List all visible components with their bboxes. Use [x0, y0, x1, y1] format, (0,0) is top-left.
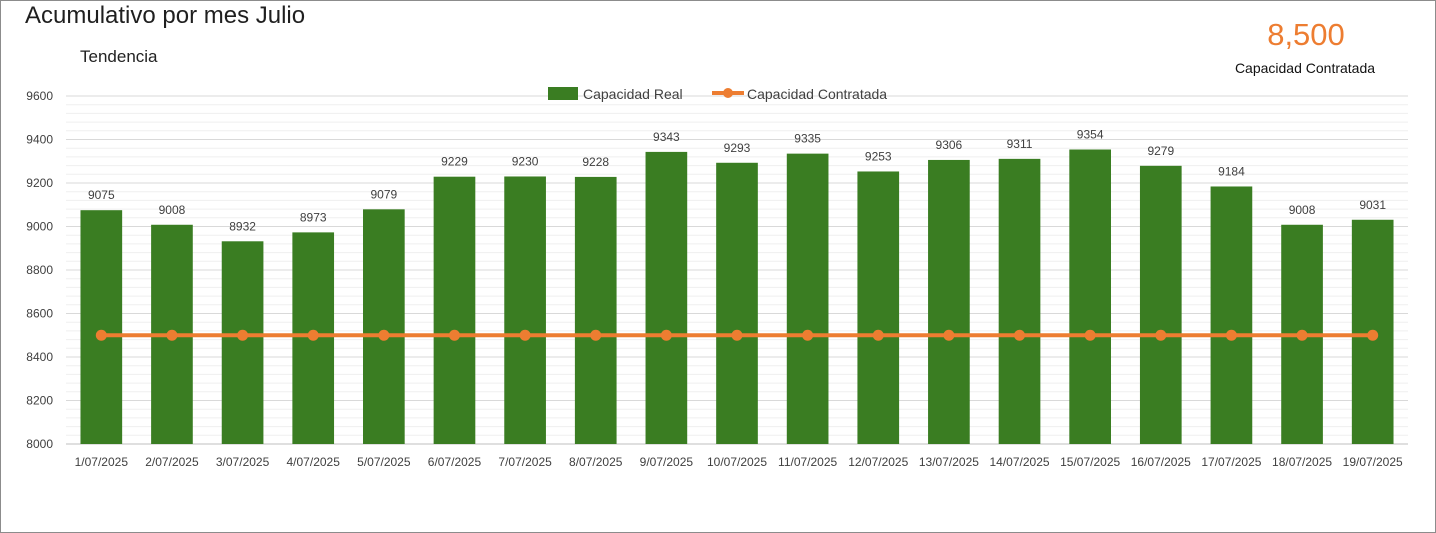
x-tick-label: 11/07/2025: [778, 455, 837, 469]
bar-data-label: 9306: [936, 138, 963, 152]
x-tick-label: 8/07/2025: [569, 455, 623, 469]
x-tick-label: 5/07/2025: [357, 455, 411, 469]
line-marker: [237, 329, 249, 341]
bar-capacidad-real: [363, 209, 405, 444]
bar-capacidad-real: [433, 176, 476, 444]
bar-data-label: 9008: [159, 203, 186, 217]
y-tick-label: 9400: [26, 133, 53, 147]
bar-data-label: 9230: [512, 154, 539, 168]
bar-capacidad-real: [80, 210, 123, 444]
bar-capacidad-real: [574, 176, 617, 444]
x-tick-label: 17/07/2025: [1201, 455, 1261, 469]
x-tick-label: 13/07/2025: [919, 455, 979, 469]
bar-capacidad-real: [645, 151, 688, 444]
line-marker: [1225, 329, 1237, 341]
line-marker: [166, 329, 178, 341]
bar-capacidad-real: [928, 159, 970, 444]
x-axis: 1/07/2025 2/07/2025 3/07/2025 4/07/2025 5/07…: [75, 455, 1403, 469]
bar-data-label: 9228: [582, 155, 609, 169]
line-marker: [448, 329, 460, 341]
x-tick-label: 15/07/2025: [1060, 455, 1120, 469]
x-tick-label: 10/07/2025: [707, 455, 767, 469]
x-tick-label: 3/07/2025: [216, 455, 270, 469]
bar-capacidad-real: [1210, 186, 1253, 445]
line-series: [95, 329, 1379, 341]
y-tick-label: 8200: [26, 394, 53, 408]
bar-data-label: 8932: [229, 219, 256, 233]
line-marker: [872, 329, 884, 341]
x-tick-label: 14/07/2025: [989, 455, 1049, 469]
line-marker: [1296, 329, 1308, 341]
bar-data-label: 9279: [1147, 144, 1174, 158]
x-tick-label: 4/07/2025: [287, 455, 341, 469]
chart-subtitle: Tendencia: [80, 47, 158, 66]
line-marker: [378, 329, 390, 341]
line-marker: [1084, 329, 1096, 341]
y-tick-label: 9200: [26, 176, 53, 190]
line-marker: [943, 329, 955, 341]
bar-data-label: 9293: [724, 141, 751, 155]
bar-capacidad-real: [786, 153, 829, 444]
x-tick-label: 2/07/2025: [145, 455, 199, 469]
y-tick-label: 9000: [26, 220, 53, 234]
line-marker: [1367, 329, 1379, 341]
y-tick-label: 8600: [26, 307, 53, 321]
line-marker: [95, 329, 107, 341]
bar-capacidad-real: [857, 171, 900, 444]
line-marker: [1014, 329, 1026, 341]
line-marker: [307, 329, 319, 341]
bar-data-label: 9335: [794, 132, 821, 146]
y-tick-label: 8400: [26, 350, 53, 364]
bar-data-label: 9229: [441, 155, 468, 169]
x-tick-label: 12/07/2025: [848, 455, 908, 469]
bar-capacidad-real: [1069, 149, 1111, 444]
bar-data-label: 9343: [653, 130, 680, 144]
bar-data-label: 9354: [1077, 128, 1104, 142]
bar-capacidad-real: [998, 158, 1041, 445]
y-tick-label: 9600: [26, 89, 53, 103]
line-marker: [590, 329, 602, 341]
x-tick-label: 16/07/2025: [1131, 455, 1191, 469]
bar-data-label: 9311: [1007, 137, 1033, 151]
line-marker: [660, 329, 672, 341]
bar-data-label: 8973: [300, 210, 327, 224]
line-marker: [519, 329, 531, 341]
chart-title: Acumulativo por mes Julio: [25, 2, 306, 29]
bar-capacidad-real: [504, 176, 546, 444]
legend-label-real: Capacidad Real: [583, 86, 683, 102]
bar-data-label: 9184: [1218, 164, 1245, 178]
y-tick-label: 8000: [26, 437, 53, 451]
x-tick-label: 19/07/2025: [1343, 455, 1403, 469]
kpi-label: Capacidad Contratada: [1234, 60, 1376, 76]
bar-data-label: 9075: [88, 188, 115, 202]
y-tick-label: 8800: [26, 263, 53, 277]
legend-swatch-bar: [548, 87, 578, 100]
x-tick-label: 7/07/2025: [498, 455, 552, 469]
bar-capacidad-real: [1139, 165, 1182, 444]
bar-data-label: 9008: [1289, 203, 1316, 217]
kpi-value: 8,500: [1267, 17, 1345, 52]
bar-capacidad-real: [716, 162, 758, 444]
bar-data-label: 9253: [865, 149, 892, 163]
x-tick-label: 18/07/2025: [1272, 455, 1332, 469]
bar-data-label: 9079: [370, 187, 397, 201]
x-tick-label: 1/07/2025: [75, 455, 129, 469]
legend-label-contratada: Capacidad Contratada: [747, 86, 887, 102]
x-tick-label: 9/07/2025: [640, 455, 694, 469]
legend: Capacidad Real Capacidad Contratada: [548, 86, 887, 102]
bar-data-label: 9031: [1359, 198, 1386, 212]
bar-capacidad-real: [221, 241, 264, 444]
legend-swatch-marker: [723, 88, 733, 98]
x-tick-label: 6/07/2025: [428, 455, 482, 469]
line-marker: [731, 329, 743, 341]
data-labels: 9075 9008 8932 8973 9079 9229 9230 9228 9343 9293…: [88, 128, 1386, 234]
bar-series: [80, 149, 1394, 445]
line-marker: [1155, 329, 1167, 341]
line-marker: [802, 329, 814, 341]
